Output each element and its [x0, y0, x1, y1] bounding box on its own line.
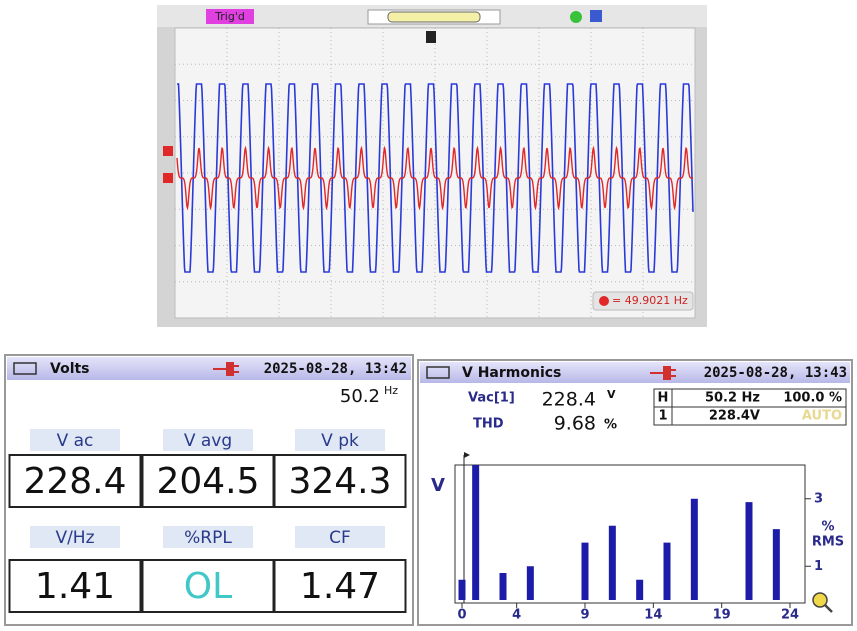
- reading-value: 204.5: [156, 461, 259, 502]
- bar: [527, 566, 534, 600]
- slider-thumb: [388, 12, 480, 22]
- info-cell: 50.2 Hz: [705, 391, 760, 406]
- x-tick-label: 4: [512, 608, 521, 623]
- thd-value: 9.68: [554, 413, 596, 435]
- frequency-value: 50.2: [340, 386, 380, 407]
- reading-value: 1.47: [300, 566, 380, 607]
- reading-label: CF: [329, 528, 351, 548]
- info-cell: 228.4V: [709, 409, 760, 424]
- y-axis-label: V: [431, 475, 445, 496]
- unit-label: RMS: [812, 535, 844, 550]
- reading-label: V/Hz: [55, 528, 94, 548]
- reading-label: V ac: [57, 431, 94, 451]
- info-cell: AUTO: [802, 409, 842, 424]
- volts-panel: Volts 2025-08-28, 13:42 50.2 Hz V ac 228.…: [5, 355, 413, 625]
- thd-label: THD: [473, 417, 504, 432]
- screenshot: Trig'd = 49.9021 Hz Volts 2025-08-28, 13…: [0, 0, 857, 627]
- bar: [773, 529, 780, 600]
- info-cell: 1: [658, 409, 667, 424]
- reading-value: OL: [184, 566, 232, 607]
- frequency-icon: [599, 296, 609, 306]
- unit-label: %: [821, 520, 834, 535]
- scope-frequency: = 49.9021 Hz: [612, 294, 688, 307]
- info-cell: H: [658, 391, 669, 406]
- bar: [636, 580, 643, 600]
- status-icon: [570, 11, 582, 23]
- reading-value: 324.3: [288, 461, 391, 502]
- oscilloscope: Trig'd = 49.9021 Hz: [157, 5, 707, 327]
- vac-value: 228.4: [542, 389, 596, 411]
- channel-marker: [163, 146, 173, 156]
- reading-label: %RPL: [184, 528, 232, 548]
- reading-value: 228.4: [23, 461, 126, 502]
- bar: [500, 573, 507, 600]
- x-tick-label: 9: [580, 608, 589, 623]
- x-tick-label: 0: [457, 608, 466, 623]
- vac-label: Vac[1]: [468, 391, 515, 406]
- x-tick-label: 19: [713, 608, 731, 623]
- bar: [746, 502, 753, 600]
- x-tick-label: 24: [781, 608, 799, 623]
- reading-label: V avg: [184, 431, 232, 451]
- panel-title: V Harmonics: [462, 365, 561, 381]
- y-tick-label: 3: [814, 491, 823, 506]
- bar: [609, 526, 616, 600]
- status-icon: [590, 10, 602, 22]
- x-tick-label: 14: [644, 608, 662, 623]
- bar: [459, 580, 466, 600]
- vac-unit: V: [607, 388, 616, 401]
- info-cell: 100.0 %: [783, 391, 842, 406]
- page: { "scope": {"trigger_status": "Trig'd", …: [0, 0, 857, 627]
- bar: [691, 499, 698, 600]
- trigger-status: Trig'd: [214, 10, 245, 23]
- timestamp: 2025-08-28, 13:42: [264, 361, 407, 377]
- channel-marker: [163, 173, 173, 183]
- bar: [582, 543, 589, 600]
- panel-title: Volts: [50, 361, 90, 377]
- trigger-marker: [426, 31, 436, 43]
- y-tick-label: 1: [814, 559, 823, 574]
- reading-label: V pk: [321, 431, 359, 451]
- thd-unit: %: [604, 418, 617, 433]
- frequency-unit: Hz: [384, 384, 398, 397]
- reading-value: 1.41: [35, 566, 115, 607]
- bar: [664, 543, 671, 600]
- timestamp: 2025-08-28, 13:43: [704, 365, 847, 381]
- zoom-icon[interactable]: [813, 593, 827, 607]
